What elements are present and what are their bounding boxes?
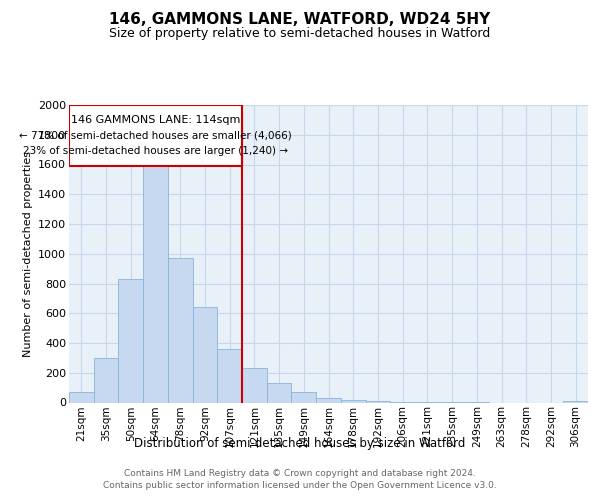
Text: Distribution of semi-detached houses by size in Watford: Distribution of semi-detached houses by … — [134, 438, 466, 450]
Bar — [118, 279, 143, 402]
Bar — [563, 401, 588, 402]
Bar — [267, 383, 292, 402]
Text: Contains HM Land Registry data © Crown copyright and database right 2024.: Contains HM Land Registry data © Crown c… — [124, 469, 476, 478]
Bar — [365, 401, 390, 402]
Bar — [217, 349, 242, 403]
Bar — [168, 258, 193, 402]
Bar — [341, 400, 365, 402]
Bar — [193, 308, 217, 402]
Bar — [69, 392, 94, 402]
Text: Contains public sector information licensed under the Open Government Licence v3: Contains public sector information licen… — [103, 481, 497, 490]
Text: ← 77% of semi-detached houses are smaller (4,066): ← 77% of semi-detached houses are smalle… — [19, 130, 292, 140]
Bar — [94, 358, 118, 403]
Text: 146 GAMMONS LANE: 114sqm: 146 GAMMONS LANE: 114sqm — [71, 115, 240, 125]
Text: 146, GAMMONS LANE, WATFORD, WD24 5HY: 146, GAMMONS LANE, WATFORD, WD24 5HY — [109, 12, 491, 28]
Bar — [69, 105, 242, 166]
Bar — [292, 392, 316, 402]
Text: 23% of semi-detached houses are larger (1,240) →: 23% of semi-detached houses are larger (… — [23, 146, 288, 156]
Bar — [242, 368, 267, 402]
Bar — [316, 398, 341, 402]
Bar — [143, 162, 168, 402]
Text: Size of property relative to semi-detached houses in Watford: Size of property relative to semi-detach… — [109, 28, 491, 40]
Y-axis label: Number of semi-detached properties: Number of semi-detached properties — [23, 151, 32, 357]
